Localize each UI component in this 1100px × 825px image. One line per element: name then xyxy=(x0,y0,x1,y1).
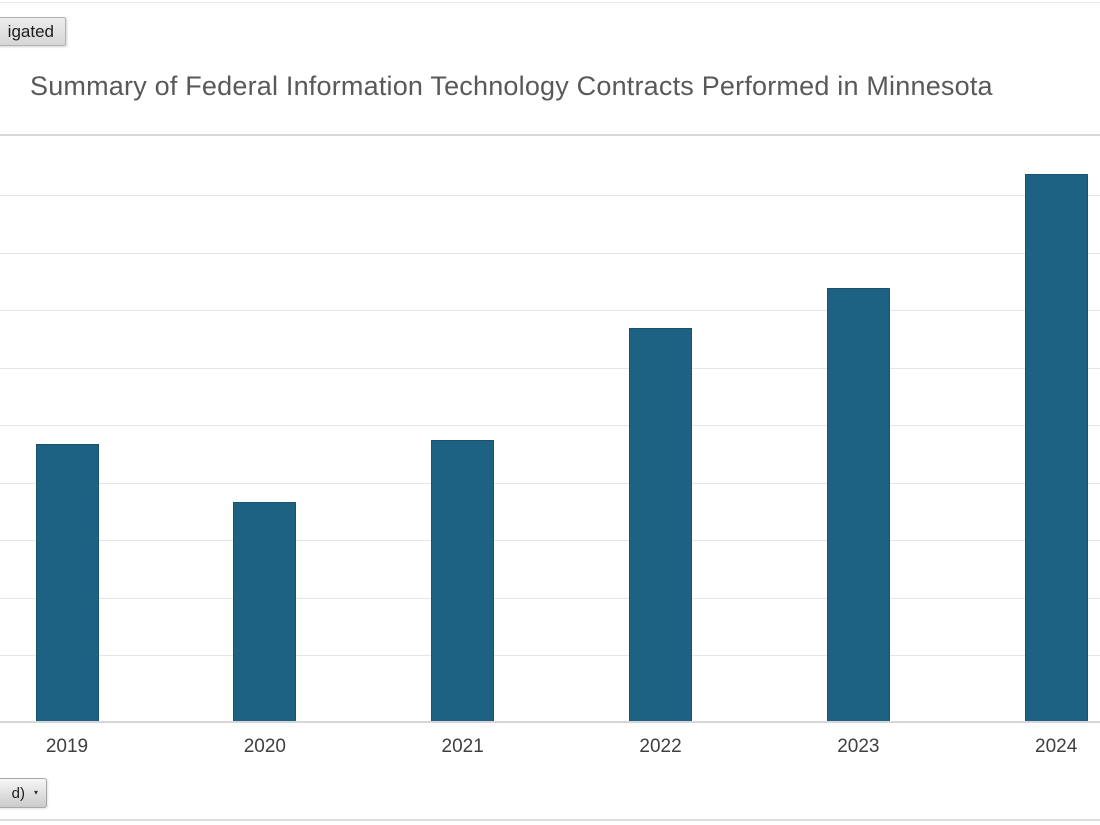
horizontal-gridline xyxy=(0,195,1100,196)
partial-button-top-left[interactable]: igated xyxy=(0,17,66,46)
x-tick-label-2023: 2023 xyxy=(837,736,880,757)
title-divider-line xyxy=(0,134,1100,136)
x-tick-label-2022: 2022 xyxy=(639,736,682,757)
bottom-divider-line xyxy=(0,819,1100,821)
horizontal-gridline xyxy=(0,540,1100,541)
bar-2019[interactable] xyxy=(35,443,99,722)
bar-2024[interactable] xyxy=(1024,174,1088,722)
partial-button-label: igated xyxy=(7,21,54,41)
x-tick-label-2020: 2020 xyxy=(243,736,286,757)
chart-plot-area xyxy=(0,136,1100,722)
bar-2022[interactable] xyxy=(629,327,693,722)
bar-2021[interactable] xyxy=(431,439,495,722)
x-tick-label-2021: 2021 xyxy=(441,736,484,757)
partial-dropdown-bottom-left[interactable]: d) ▾ xyxy=(0,778,47,808)
horizontal-gridline xyxy=(0,425,1100,426)
chart-title: Summary of Federal Information Technolog… xyxy=(30,71,993,101)
x-tick-label-2024: 2024 xyxy=(1035,736,1078,757)
horizontal-gridline xyxy=(0,655,1100,656)
x-tick-label-2019: 2019 xyxy=(45,736,89,757)
horizontal-gridline xyxy=(0,252,1100,254)
dropdown-label: d) xyxy=(11,784,25,802)
bar-2023[interactable] xyxy=(826,287,890,722)
horizontal-gridline xyxy=(0,597,1100,599)
horizontal-gridline xyxy=(0,367,1100,369)
x-axis-labels: 2019 2020 2021 2022 2023 2024 xyxy=(0,736,1100,762)
chevron-down-icon: ▾ xyxy=(33,788,38,797)
top-edge-divider xyxy=(0,2,1100,3)
x-axis-line xyxy=(0,721,1100,723)
bar-2020[interactable] xyxy=(233,501,297,722)
horizontal-gridline xyxy=(0,310,1100,311)
horizontal-gridline xyxy=(0,482,1100,484)
